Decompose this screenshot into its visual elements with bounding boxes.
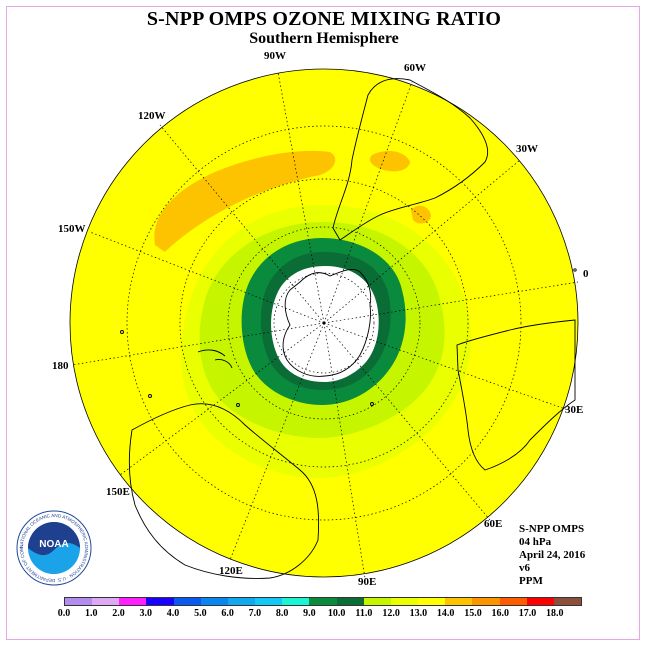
info-block: S-NPP OMPS 04 hPa April 24, 2016 v6 PPM	[519, 523, 585, 588]
color-bar-segment	[445, 598, 473, 605]
color-bar-tick-label: 16.0	[491, 608, 509, 619]
color-bar-segment	[65, 598, 93, 605]
color-bar-tick-label: 13.0	[409, 608, 428, 619]
coast-new-zealand	[197, 349, 233, 369]
color-bar-tick-label: 3.0	[139, 608, 153, 619]
info-date: April 24, 2016	[519, 549, 586, 561]
color-bar-tick-label: 2.0	[112, 608, 125, 619]
color-bar-segment	[390, 598, 419, 605]
coast-antarctica	[282, 269, 372, 377]
color-bar-segment	[92, 598, 120, 605]
coast-africa	[456, 319, 576, 471]
noaa-logo-text: NOAA	[39, 539, 68, 550]
color-bar-tick-label: 1.0	[85, 608, 98, 619]
lon-label-30w: 30W	[516, 143, 538, 155]
color-bar-tick-label: 18.0	[545, 608, 564, 619]
color-bar-tick-label: 0.0	[57, 608, 71, 619]
color-bar-segment	[363, 598, 391, 605]
color-bar-tick-label: 10.0	[327, 608, 346, 619]
color-bar-tick-label: 4.0	[166, 608, 180, 619]
lon-label-150e: 150E	[106, 486, 130, 498]
lon-label-180: 180	[52, 360, 69, 372]
color-bar-segment	[119, 598, 147, 605]
color-bar-tick-label: 7.0	[248, 608, 262, 619]
coastlines	[120, 78, 577, 579]
info-units: PPM	[519, 575, 543, 587]
color-bar-tick-label: 15.0	[464, 608, 482, 619]
longitude-lines	[71, 71, 579, 579]
info-instrument: S-NPP OMPS	[519, 523, 585, 535]
lon-label-30e: 30E	[565, 404, 584, 416]
figure-frame	[6, 6, 640, 640]
color-bar-tick-label: 9.0	[303, 608, 316, 619]
color-bar-segment	[309, 598, 337, 605]
ozone-field-14-15-patch-b	[411, 205, 431, 224]
color-bar-tick-label: 5.0	[194, 608, 207, 619]
color-bar-segment	[418, 598, 446, 605]
coast-south-america	[332, 78, 489, 241]
color-bar-tick-label: 8.0	[275, 608, 289, 619]
color-bar-segment	[282, 598, 310, 605]
color-bar-tick-label: 11.0	[355, 608, 373, 619]
map-boundary	[69, 68, 579, 578]
info-version: v6	[519, 562, 530, 574]
color-bar-segment	[173, 598, 201, 605]
color-bar-tick-label: 6.0	[221, 608, 234, 619]
ozone-field-14-15-band	[154, 150, 336, 252]
color-bar	[64, 597, 582, 606]
color-bar-tick-label: 14.0	[436, 608, 455, 619]
color-bar-segment	[472, 598, 500, 605]
info-pressure: 04 hPa	[519, 536, 552, 548]
latitude-circles	[126, 125, 522, 521]
lon-label-90e: 90E	[358, 576, 377, 588]
map-title: S-NPP OMPS OZONE MIXING RATIO	[146, 8, 502, 30]
lon-label-120e: 120E	[219, 565, 243, 577]
color-bar-segment	[227, 598, 256, 605]
color-bar-segment	[553, 598, 581, 605]
ozone-field-14-15-patch-a	[370, 150, 410, 172]
color-bar-segment	[499, 598, 527, 605]
lon-label-120w: 120W	[138, 110, 166, 122]
lon-label-60w: 60W	[404, 62, 426, 74]
color-bar-segment	[146, 598, 174, 605]
color-bar-tick-label: 12.0	[382, 608, 400, 619]
color-bar-segment	[526, 598, 554, 605]
south-pole-marker	[322, 321, 326, 325]
color-bar-segment	[255, 598, 283, 605]
color-bar-segment	[336, 598, 364, 605]
lon-label-0: 0	[583, 268, 589, 280]
coast-australia	[128, 403, 320, 579]
lon-label-90w: 90W	[264, 50, 286, 62]
color-bar-segment	[200, 598, 228, 605]
noaa-logo: NOAA NATIONAL OCEANIC AND ATMOSPHERIC AD…	[16, 510, 92, 586]
lon-label-60e: 60E	[484, 518, 503, 530]
color-bar-tick-label: 17.0	[518, 608, 537, 619]
lon-label-150w: 150W	[58, 223, 86, 235]
map-subtitle: Southern Hemisphere	[249, 30, 399, 47]
